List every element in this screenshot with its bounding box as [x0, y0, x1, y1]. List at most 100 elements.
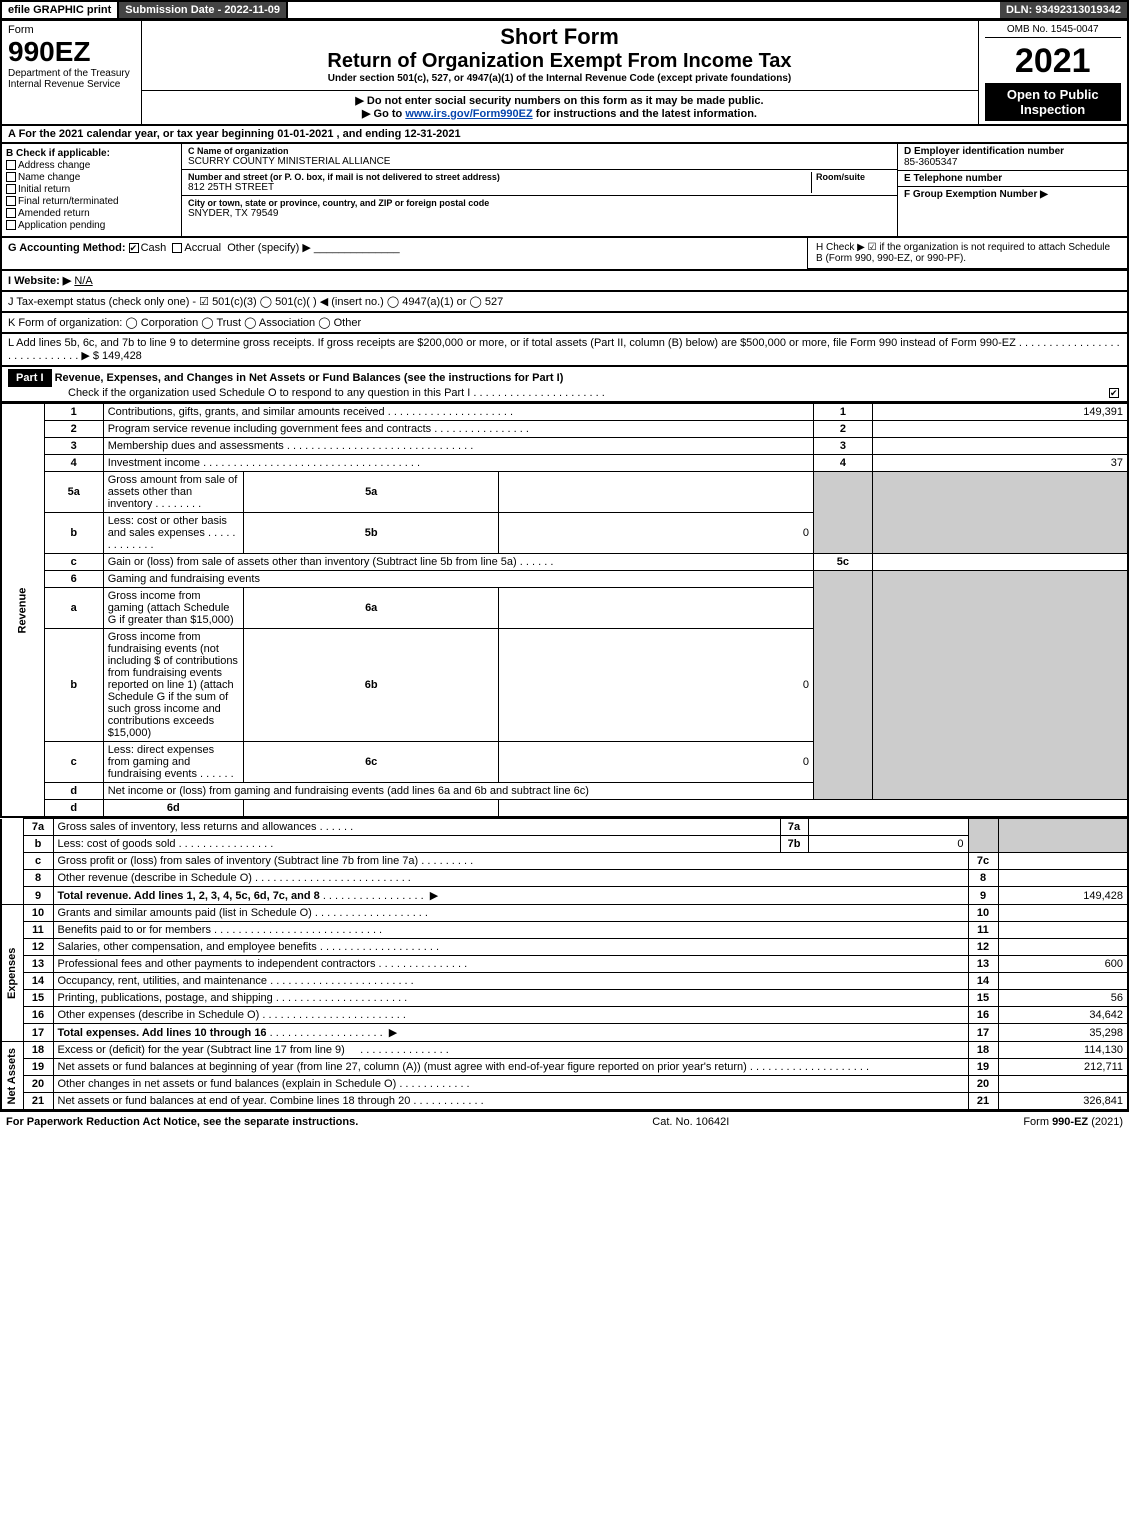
line-10-desc: Grants and similar amounts paid (list in…	[53, 905, 968, 922]
telephone-row: E Telephone number	[898, 171, 1127, 187]
line-6b-subval: 0	[499, 629, 813, 742]
line-8-desc: Other revenue (describe in Schedule O) .…	[53, 870, 968, 887]
org-name-value: SCURRY COUNTY MINISTERIAL ALLIANCE	[188, 156, 891, 167]
line-11-desc: Benefits paid to or for members . . . . …	[53, 922, 968, 939]
note-ssn: ▶ Do not enter social security numbers o…	[148, 94, 972, 107]
line-7c-amt	[998, 853, 1128, 870]
line-17-lbl: 17	[968, 1024, 998, 1042]
dln-label: DLN: 93492313019342	[1000, 2, 1127, 18]
column-c: C Name of organization SCURRY COUNTY MIN…	[182, 144, 897, 236]
line-20-desc: Other changes in net assets or fund bala…	[53, 1076, 968, 1093]
part-1-badge: Part I	[8, 369, 52, 387]
website-value: N/A	[74, 275, 92, 287]
form-header: Form 990EZ Department of the Treasury In…	[0, 20, 1129, 126]
line-6d-desc: Net income or (loss) from gaming and fun…	[103, 783, 813, 800]
line-7c-desc: Gross profit or (loss) from sales of inv…	[53, 853, 968, 870]
line-6b-desc: Gross income from fundraising events (no…	[103, 629, 243, 742]
year-cell: OMB No. 1545-0047 2021 Open to Public In…	[978, 21, 1128, 126]
line-5b-sublbl: 5b	[243, 513, 499, 554]
line-5c-lbl: 5c	[813, 554, 872, 571]
line-16-lbl: 16	[968, 1007, 998, 1024]
line-7a-desc: Gross sales of inventory, less returns a…	[53, 819, 780, 836]
subtitle: Under section 501(c), 527, or 4947(a)(1)…	[148, 73, 972, 84]
group-exemption-row: F Group Exemption Number ▶	[898, 187, 1127, 202]
line-9-amt: 149,428	[998, 887, 1128, 905]
chk-cash[interactable]	[129, 243, 139, 253]
chk-amended-return[interactable]: Amended return	[6, 208, 177, 219]
line-16-amt: 34,642	[998, 1007, 1128, 1024]
line-4-desc: Investment income . . . . . . . . . . . …	[103, 455, 813, 472]
line-1-amt: 149,391	[872, 404, 1128, 421]
page-footer: For Paperwork Reduction Act Notice, see …	[0, 1111, 1129, 1132]
address-value: 812 25TH STREET	[188, 182, 811, 193]
chk-name-change[interactable]: Name change	[6, 172, 177, 183]
line-6a-sublbl: 6a	[243, 588, 499, 629]
line-19-amt: 212,711	[998, 1059, 1128, 1076]
org-name-label: C Name of organization	[188, 146, 891, 156]
line-7a-sublbl: 7a	[780, 819, 808, 836]
chk-application-pending[interactable]: Application pending	[6, 220, 177, 231]
line-18-desc: Excess or (deficit) for the year (Subtra…	[53, 1042, 968, 1059]
chk-schedule-o[interactable]	[1109, 388, 1119, 398]
efile-print-label[interactable]: efile GRAPHIC print	[2, 2, 119, 18]
line-13-desc: Professional fees and other payments to …	[53, 956, 968, 973]
line-12-amt	[998, 939, 1128, 956]
chk-address-change[interactable]: Address change	[6, 160, 177, 171]
line-18-lbl: 18	[968, 1042, 998, 1059]
line-2-amt	[872, 421, 1128, 438]
chk-final-return[interactable]: Final return/terminated	[6, 196, 177, 207]
line-12-lbl: 12	[968, 939, 998, 956]
footer-right: Form 990-EZ (2021)	[1023, 1116, 1123, 1128]
tax-year: 2021	[985, 42, 1122, 81]
footer-left: For Paperwork Reduction Act Notice, see …	[6, 1116, 358, 1128]
form-number: 990EZ	[8, 36, 135, 68]
line-7b-subval: 0	[808, 836, 968, 853]
line-1-desc: Contributions, gifts, grants, and simila…	[103, 404, 813, 421]
line-9-desc: Total revenue. Add lines 1, 2, 3, 4, 5c,…	[53, 887, 968, 905]
line-4-lbl: 4	[813, 455, 872, 472]
line-15-amt: 56	[998, 990, 1128, 1007]
line-11-amt	[998, 922, 1128, 939]
room-suite-label: Room/suite	[816, 172, 891, 182]
line-10-amt	[998, 905, 1128, 922]
line-6d-lbl: 6d	[103, 800, 243, 818]
note-link-post: for instructions and the latest informat…	[533, 108, 757, 120]
ein-value: 85-3605347	[904, 157, 1121, 168]
telephone-label: E Telephone number	[904, 173, 1121, 184]
line-3-lbl: 3	[813, 438, 872, 455]
line-20-lbl: 20	[968, 1076, 998, 1093]
omb-number: OMB No. 1545-0047	[985, 24, 1122, 38]
line-15-desc: Printing, publications, postage, and shi…	[53, 990, 968, 1007]
line-21-desc: Net assets or fund balances at end of ye…	[53, 1093, 968, 1111]
chk-initial-return[interactable]: Initial return	[6, 184, 177, 195]
col-b-header: B Check if applicable:	[6, 148, 177, 159]
line-7c-lbl: 7c	[968, 853, 998, 870]
line-4-amt: 37	[872, 455, 1128, 472]
section-a-calendar-year: A For the 2021 calendar year, or tax yea…	[0, 126, 1129, 144]
line-6c-subval: 0	[499, 742, 813, 783]
short-form-title: Short Form	[148, 24, 972, 50]
revenue-vertical-label: Revenue	[1, 404, 44, 818]
line-13-amt: 600	[998, 956, 1128, 973]
expenses-vertical-label: Expenses	[1, 905, 23, 1042]
line-8-amt	[998, 870, 1128, 887]
line-16-desc: Other expenses (describe in Schedule O) …	[53, 1007, 968, 1024]
irs-link[interactable]: www.irs.gov/Form990EZ	[405, 108, 532, 120]
notes-cell: ▶ Do not enter social security numbers o…	[141, 90, 978, 125]
line-6a-desc: Gross income from gaming (attach Schedul…	[103, 588, 243, 629]
note-link-pre: ▶ Go to	[362, 108, 405, 120]
footer-center: Cat. No. 10642I	[652, 1116, 729, 1128]
line-5a-desc: Gross amount from sale of assets other t…	[103, 472, 243, 513]
line-7b-sublbl: 7b	[780, 836, 808, 853]
info-block: B Check if applicable: Address change Na…	[0, 144, 1129, 238]
line-19-desc: Net assets or fund balances at beginning…	[53, 1059, 968, 1076]
line-6c-sublbl: 6c	[243, 742, 499, 783]
address-label: Number and street (or P. O. box, if mail…	[188, 172, 811, 182]
meta-website: I Website: ▶ N/A	[0, 271, 1129, 292]
line-1-lbl: 1	[813, 404, 872, 421]
net-assets-vertical-label: Net Assets	[1, 1042, 23, 1111]
chk-accrual[interactable]	[172, 243, 182, 253]
part-1-title: Revenue, Expenses, and Changes in Net As…	[55, 372, 564, 384]
line-15-lbl: 15	[968, 990, 998, 1007]
part-1-lines-table-2: 7aGross sales of inventory, less returns…	[0, 818, 1129, 1111]
